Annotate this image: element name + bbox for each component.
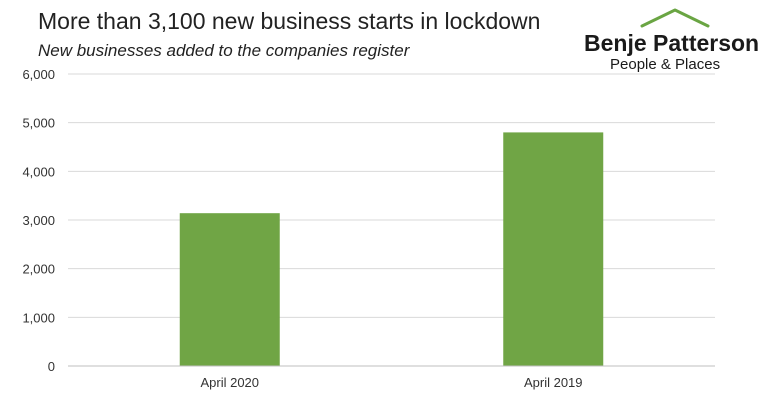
y-tick-label: 0 bbox=[48, 359, 55, 374]
y-tick-label: 4,000 bbox=[22, 164, 55, 179]
y-tick-label: 3,000 bbox=[22, 213, 55, 228]
roof-icon bbox=[640, 8, 710, 28]
chart-title: More than 3,100 new business starts in l… bbox=[38, 8, 541, 34]
y-tick-label: 6,000 bbox=[22, 67, 55, 82]
x-axis-ticks: April 2020 April 2019 bbox=[200, 375, 582, 390]
y-tick-label: 2,000 bbox=[22, 262, 55, 277]
x-tick-label: April 2020 bbox=[200, 375, 259, 390]
bar-april-2019 bbox=[503, 132, 604, 366]
y-tick-label: 1,000 bbox=[22, 310, 55, 325]
bar-april-2020 bbox=[179, 213, 280, 366]
chart-subtitle: New businesses added to the companies re… bbox=[38, 41, 410, 60]
logo-name: Benje Patterson bbox=[584, 30, 760, 56]
logo-tagline: People & Places bbox=[610, 56, 721, 73]
brand-logo: Benje Patterson People & Places bbox=[560, 6, 760, 76]
x-tick-label: April 2019 bbox=[524, 375, 583, 390]
y-tick-label: 5,000 bbox=[22, 116, 55, 131]
bars bbox=[179, 132, 604, 366]
gridlines bbox=[68, 73, 715, 318]
y-axis-ticks: 0 1,000 2,000 3,000 4,000 5,000 6,000 bbox=[22, 67, 55, 374]
